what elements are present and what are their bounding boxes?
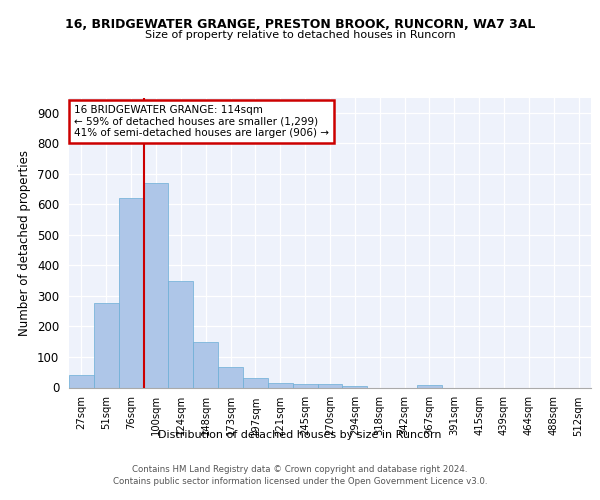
- Y-axis label: Number of detached properties: Number of detached properties: [19, 150, 31, 336]
- Text: 16 BRIDGEWATER GRANGE: 114sqm
← 59% of detached houses are smaller (1,299)
41% o: 16 BRIDGEWATER GRANGE: 114sqm ← 59% of d…: [74, 105, 329, 138]
- Bar: [343, 386, 367, 388]
- Text: Contains HM Land Registry data © Crown copyright and database right 2024.: Contains HM Land Registry data © Crown c…: [132, 464, 468, 473]
- Bar: [243, 378, 268, 388]
- Bar: [193, 342, 218, 388]
- Text: Size of property relative to detached houses in Runcorn: Size of property relative to detached ho…: [145, 30, 455, 40]
- Text: Distribution of detached houses by size in Runcorn: Distribution of detached houses by size …: [158, 430, 442, 440]
- Bar: [218, 366, 243, 388]
- Bar: [94, 302, 119, 388]
- Text: Contains public sector information licensed under the Open Government Licence v3: Contains public sector information licen…: [113, 476, 487, 486]
- Bar: [169, 282, 193, 388]
- Bar: [69, 374, 94, 388]
- Bar: [268, 383, 293, 388]
- Bar: [317, 384, 343, 388]
- Bar: [143, 183, 169, 388]
- Text: 16, BRIDGEWATER GRANGE, PRESTON BROOK, RUNCORN, WA7 3AL: 16, BRIDGEWATER GRANGE, PRESTON BROOK, R…: [65, 18, 535, 30]
- Bar: [119, 198, 143, 388]
- Bar: [417, 385, 442, 388]
- Bar: [293, 384, 317, 388]
